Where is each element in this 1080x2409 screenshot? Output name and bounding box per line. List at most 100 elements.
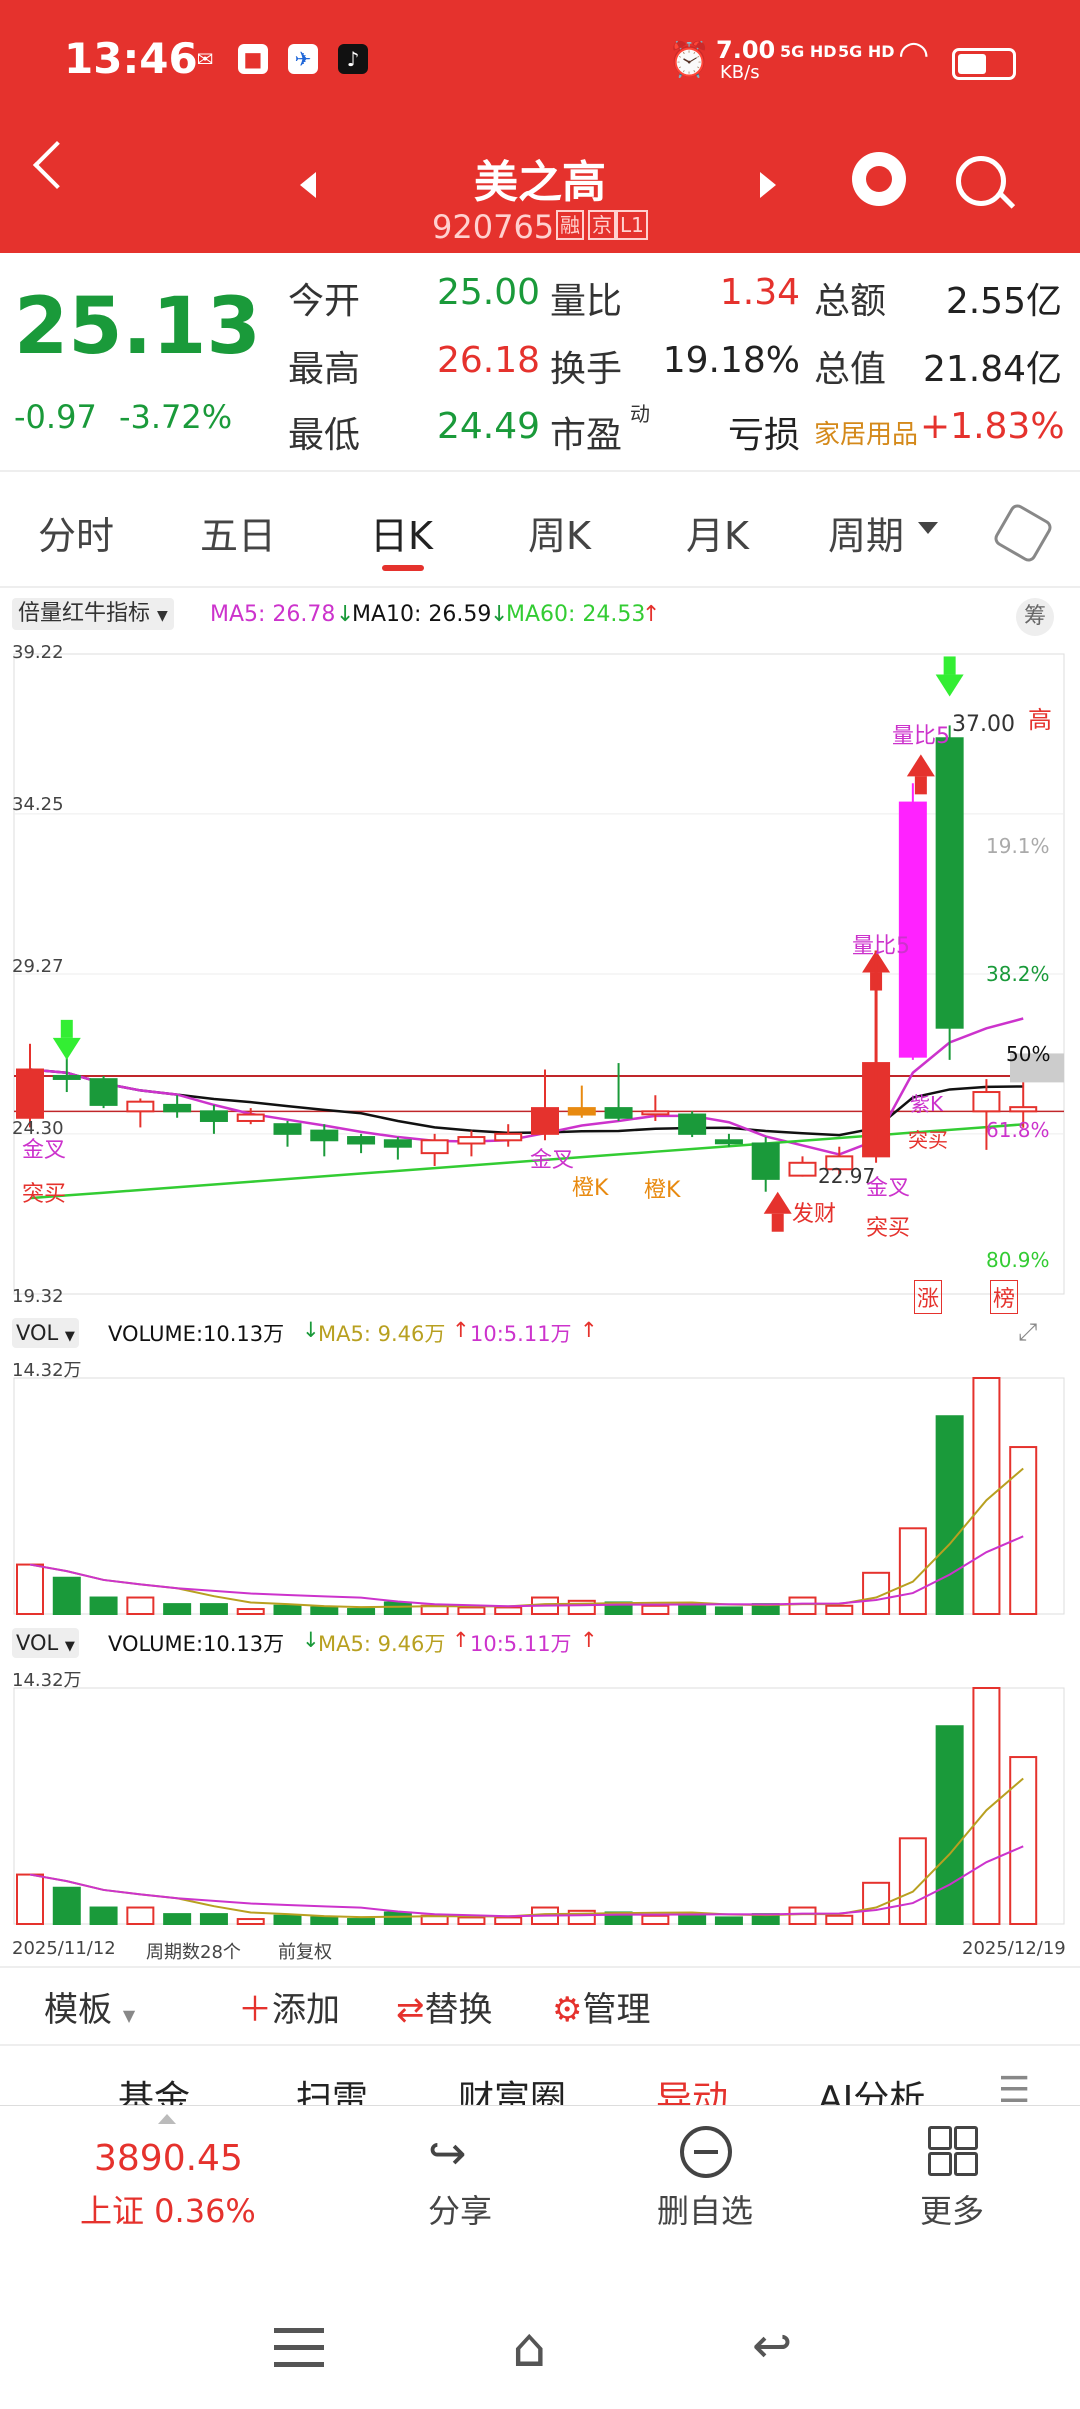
- vol-bar-0: [16, 1873, 44, 1925]
- buy-arrow-left-icon-stem: [60, 1019, 73, 1038]
- search-icon[interactable]: [956, 156, 1006, 206]
- vol-indicator-select-1[interactable]: VOL ▼: [12, 1318, 79, 1348]
- ma60-up-icon: ↑: [642, 602, 661, 627]
- annot-chengk-1: 橙K: [572, 1176, 609, 1201]
- candle-body-13: [494, 1132, 523, 1142]
- replace-button[interactable]: ⇄替换: [396, 1982, 493, 2031]
- chip-button[interactable]: 筹: [1016, 598, 1054, 636]
- tab-monthly-k[interactable]: 月K: [686, 514, 749, 558]
- value-open: 25.00: [436, 272, 540, 313]
- mascot-icon[interactable]: [852, 152, 906, 206]
- period-dropdown-icon[interactable]: [918, 522, 938, 534]
- label-sector[interactable]: 家居用品: [814, 420, 919, 450]
- kline-axis-top: 39.22: [12, 642, 64, 663]
- settings-hex-icon[interactable]: [991, 501, 1055, 565]
- label-turnover-amt: 总额: [814, 281, 887, 322]
- price-change: -0.97 -3.72%: [14, 398, 232, 436]
- vol-bar-22: [825, 1914, 854, 1926]
- candle-body-21: [788, 1161, 817, 1177]
- badge-bang[interactable]: 榜: [990, 1280, 1019, 1314]
- home-icon[interactable]: ⌂: [512, 2316, 547, 2379]
- vol-label-2: VOL: [16, 1631, 59, 1655]
- tiktok-icon: ♪: [338, 44, 368, 74]
- tab-daily-k[interactable]: 日K: [370, 514, 433, 558]
- app-notify-icon: ■: [238, 44, 268, 74]
- vol-down-icon-1: ↓: [302, 1318, 320, 1342]
- dropdown-icon: ▼: [157, 608, 168, 624]
- add-button[interactable]: ＋添加: [238, 1982, 340, 2031]
- value-low: 24.49: [436, 406, 540, 447]
- template-label: 模板: [44, 1990, 112, 2030]
- vol-bar-17: [641, 1914, 670, 1926]
- ma10-line: [29, 1068, 1024, 1137]
- kline-axis-bottom: 19.32: [12, 1286, 64, 1307]
- tab-intraday[interactable]: 分时: [38, 514, 115, 558]
- facai-arrow-icon-stem: [771, 1213, 784, 1232]
- top-arrow-icon-stem: [943, 656, 956, 675]
- candle-body-7: [273, 1123, 302, 1135]
- remove-watchlist-label[interactable]: 删自选: [656, 2192, 753, 2230]
- vol-bar-6: [236, 1608, 265, 1616]
- next-stock-icon[interactable]: [760, 172, 776, 198]
- fib-80: 80.9%: [986, 1248, 1050, 1272]
- manage-button[interactable]: ⚙管理: [552, 1982, 650, 2031]
- tab-5day[interactable]: 五日: [200, 514, 277, 558]
- candle-body-24: [898, 801, 927, 1058]
- vol-bar-3: [126, 1596, 155, 1615]
- candle-body-5: [199, 1110, 228, 1122]
- date-end: 2025/12/19: [962, 1938, 1066, 1959]
- volume-chart-2: [13, 1687, 1065, 1926]
- system-back-icon[interactable]: ↩: [752, 2318, 793, 2374]
- candle-body-22: [825, 1155, 854, 1171]
- tab-settings-icon[interactable]: ☰: [998, 2070, 1031, 2111]
- dropdown-icon: ▼: [64, 1639, 75, 1654]
- annot-tumai-1: 突买: [22, 1182, 67, 1207]
- value-pe: 亏损: [727, 415, 800, 456]
- indicator-select[interactable]: 倍量红牛指标 ▼: [12, 598, 174, 630]
- vol-bar-9: [347, 1918, 376, 1926]
- vol-bar-6: [236, 1918, 265, 1926]
- signal-2: 5G HD: [838, 42, 895, 61]
- candle-body-3: [126, 1100, 155, 1113]
- tab-period[interactable]: 周期: [828, 514, 905, 558]
- kline-axis-2: 34.25: [12, 794, 64, 815]
- vol-bar-22: [825, 1604, 854, 1616]
- collapse-up-icon[interactable]: [158, 2114, 176, 2124]
- more-grid-icon[interactable]: [928, 2126, 978, 2176]
- kline-chart[interactable]: [0, 630, 1080, 1310]
- vol-ma10-line: [29, 1845, 1024, 1918]
- index-value[interactable]: 3890.45: [94, 2138, 243, 2179]
- wifi-icon: ◠: [898, 34, 930, 75]
- divider: [0, 2044, 1080, 2046]
- ma60-line: [29, 1123, 1024, 1200]
- label-market-cap: 总值: [814, 349, 887, 390]
- more-label[interactable]: 更多: [919, 2192, 984, 2230]
- price-change-pct: -3.72%: [118, 398, 233, 436]
- prev-stock-icon[interactable]: [300, 172, 316, 198]
- remove-watchlist-icon[interactable]: [680, 2126, 732, 2178]
- badge-zhang[interactable]: 涨: [914, 1280, 943, 1314]
- tab-weekly-k[interactable]: 周K: [528, 514, 591, 558]
- vol-bar-2: [89, 1906, 118, 1925]
- expand-icon[interactable]: ⤢: [1018, 1318, 1038, 1346]
- ma10-label: MA10: 26.59: [352, 602, 492, 627]
- vol-bar-21: [788, 1906, 817, 1925]
- share-label[interactable]: 分享: [427, 2192, 492, 2230]
- vol-value-2: VOLUME:10.13万: [108, 1632, 285, 1656]
- vol-up-icon-1: ↑: [452, 1318, 470, 1342]
- vol-bar-5: [199, 1913, 228, 1925]
- share-icon[interactable]: ↪: [428, 2126, 467, 2180]
- annot-high-price: 37.00: [952, 712, 1015, 737]
- index-label[interactable]: 上证 0.36%: [80, 2192, 256, 2230]
- vol-bar-19: [714, 1606, 743, 1616]
- label-low: 最低: [288, 415, 361, 456]
- period-count: 周期数28个: [146, 1942, 241, 1963]
- template-button[interactable]: 模板 ▼: [44, 1982, 135, 2031]
- vol-bar-10: [383, 1911, 412, 1925]
- vol-indicator-select-2[interactable]: VOL ▼: [12, 1628, 79, 1658]
- vol-bar-26: [972, 1687, 1001, 1925]
- volume-chart-1: [13, 1377, 1065, 1616]
- vol-bar-27: [1009, 1756, 1038, 1925]
- menu-icon[interactable]: [274, 2328, 324, 2368]
- vol-ma10-1: 10:5.11万: [470, 1322, 572, 1346]
